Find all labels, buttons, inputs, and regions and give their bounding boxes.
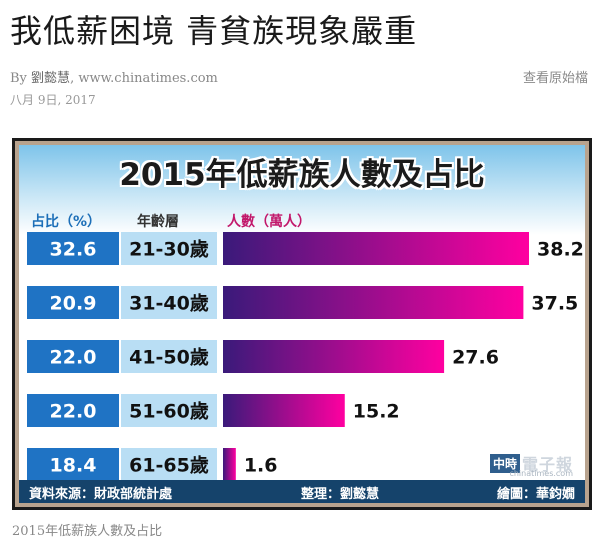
age-label: 21-30歲 [129, 238, 209, 261]
byline-author[interactable]: 劉懿慧 [31, 71, 71, 86]
age-box [121, 232, 217, 265]
percent-label: 20.9 [50, 293, 97, 315]
percent-label: 22.0 [50, 401, 97, 423]
byline-prefix: By [10, 71, 27, 86]
value-label: 15.2 [353, 401, 400, 423]
footer-artist: 繪圖：華鈞嫺 [496, 487, 575, 502]
bar [223, 340, 445, 373]
image-caption: 2015年低薪族人數及占比 [12, 524, 163, 539]
percent-box [27, 340, 119, 373]
age-label: 51-60歲 [129, 400, 209, 423]
infographic-image: 2015年低薪族人數及占比 占比（%） 年齡層 人數（萬人） 32.6 21-30… [12, 138, 592, 510]
percent-label: 18.4 [50, 455, 97, 477]
chart-title: 2015年低薪族人數及占比 [119, 157, 485, 193]
percent-box [27, 448, 119, 481]
age-label: 31-40歲 [129, 292, 209, 315]
bar [223, 232, 529, 265]
header-count: 人數（萬人） [227, 214, 311, 230]
infographic-panel: 2015年低薪族人數及占比 占比（%） 年齡層 人數（萬人） 32.6 21-30… [19, 145, 585, 503]
infographic-footer: 資料來源：財政部統計處 整理：劉懿慧 繪圖：華鈞嫺 [19, 480, 585, 503]
article-byline: By 劉懿慧, www.chinatimes.com [10, 67, 218, 86]
chart-plot: 32.6 21-30歲 38.2 20.9 31-40歲 37.5 22.0 41-50歲 27… [27, 232, 584, 481]
logo-mark: 中時 [489, 453, 520, 473]
percent-label: 22.0 [50, 347, 97, 369]
percent-box [27, 394, 119, 427]
age-box [121, 448, 217, 481]
chinatimes-logo: 中時 電子報 chinatimes.com [489, 451, 573, 478]
value-label: 38.2 [537, 239, 584, 261]
age-box [121, 286, 217, 319]
footer-editor: 整理：劉懿慧 [301, 487, 380, 502]
age-label: 41-50歲 [129, 346, 209, 369]
article-date: 八月 9日, 2017 [10, 93, 96, 107]
article-headline: 我低薪困境 青貧族現象嚴重 [10, 12, 418, 50]
byline-separator: , [70, 71, 79, 86]
header-age: 年齡層 [137, 214, 179, 230]
bar [223, 286, 524, 319]
footer-source: 資料來源：財政部統計處 [29, 487, 173, 502]
age-label: 61-65歲 [129, 454, 209, 477]
view-source-link[interactable]: 查看原始檔 [522, 71, 588, 86]
percent-box [27, 286, 119, 319]
header-percent: 占比（%） [31, 214, 102, 230]
percent-box [27, 232, 119, 265]
percent-label: 32.6 [50, 239, 97, 261]
logo-text: 電子報 [521, 455, 573, 474]
logo-sub: chinatimes.com [509, 469, 573, 478]
value-label: 1.6 [244, 455, 278, 477]
bar [223, 448, 236, 481]
value-label: 27.6 [452, 347, 499, 369]
byline-site: www.chinatimes.com [78, 71, 218, 86]
age-box [121, 340, 217, 373]
age-box [121, 394, 217, 427]
value-label: 37.5 [531, 293, 578, 315]
bar [223, 394, 345, 427]
